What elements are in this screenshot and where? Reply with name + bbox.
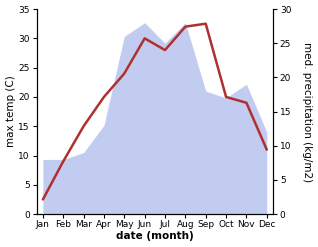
Y-axis label: max temp (C): max temp (C) [5, 76, 16, 147]
X-axis label: date (month): date (month) [116, 231, 194, 242]
Y-axis label: med. precipitation (kg/m2): med. precipitation (kg/m2) [302, 41, 313, 182]
